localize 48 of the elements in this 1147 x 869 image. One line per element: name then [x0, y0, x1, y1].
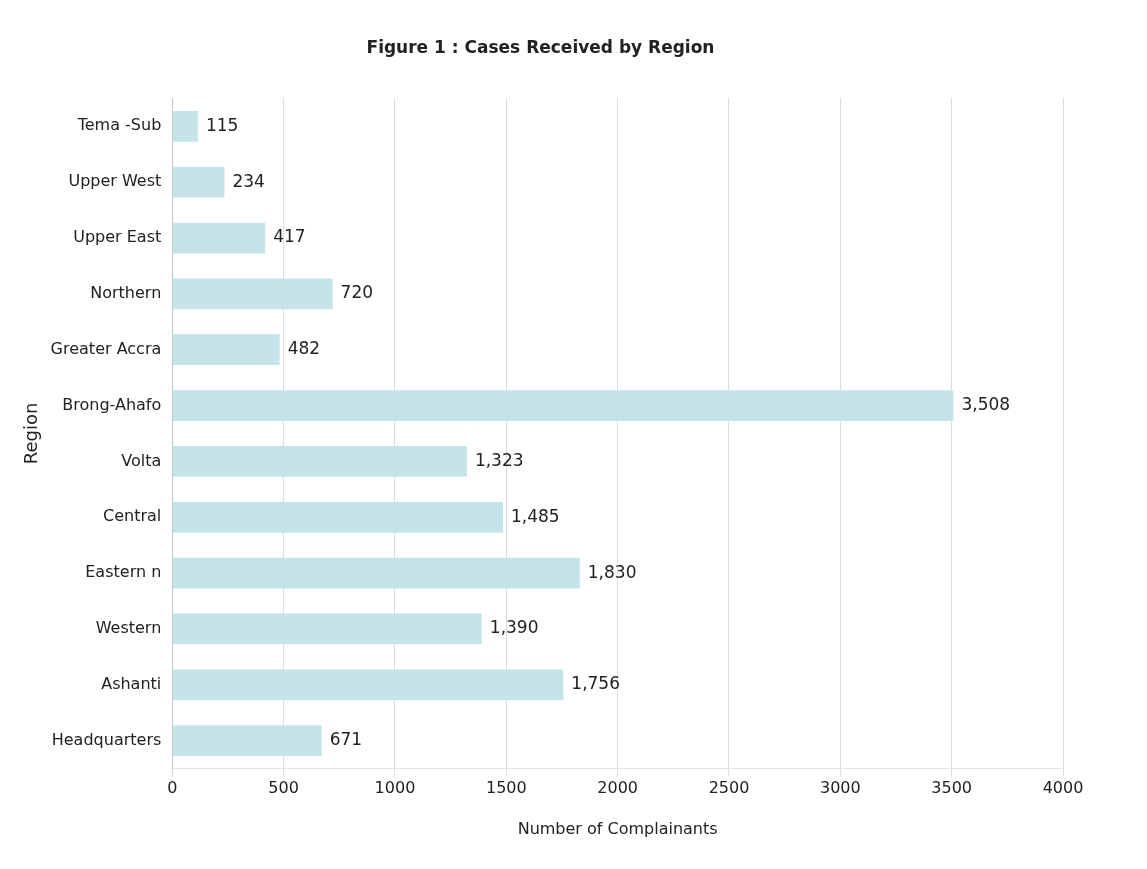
y-tick-label: Greater Accra [50, 338, 162, 358]
y-tick-label: Volta [121, 450, 162, 470]
bar [172, 557, 580, 589]
data-label: 1,485 [510, 505, 560, 526]
bar [172, 446, 467, 477]
data-label: 1,390 [489, 617, 539, 638]
x-tick-label: 500 [268, 778, 299, 798]
bar [172, 222, 266, 254]
x-tick-label: 1500 [485, 778, 527, 798]
bar [172, 501, 503, 533]
data-label: 1,756 [571, 673, 620, 694]
y-axis-title: Region [20, 402, 42, 465]
x-tick-label: 4000 [1042, 778, 1084, 798]
y-tick-label: Upper West [68, 171, 162, 191]
y-tick-label: Central [103, 506, 162, 526]
x-tick-label: 2500 [708, 778, 750, 798]
y-tick-label: Northern [90, 283, 162, 303]
data-label: 115 [205, 114, 239, 135]
data-label: 671 [329, 729, 363, 750]
bar [172, 166, 225, 198]
x-tick-label: 2000 [597, 778, 639, 798]
data-label: 482 [287, 338, 321, 359]
x-axis-title: Number of Complainants [517, 818, 718, 838]
x-tick-label: 3000 [819, 778, 861, 798]
bar [172, 613, 482, 645]
data-label: 234 [232, 170, 265, 191]
data-label: 3,508 [961, 394, 1011, 414]
chart-title: Figure 1 : Cases Received by Region [366, 36, 715, 57]
bar [172, 110, 198, 142]
y-tick-label: Brong-Ahafo [62, 394, 162, 414]
bar [172, 725, 322, 757]
y-tick-label: Eastern n [85, 562, 162, 582]
x-tick-label: 0 [167, 778, 178, 798]
data-label: 720 [340, 282, 374, 303]
bar [172, 669, 564, 701]
bar [172, 278, 333, 310]
y-tick-label: Upper East [73, 227, 162, 247]
data-label: 417 [273, 226, 306, 247]
data-label: 1,323 [474, 449, 524, 470]
x-tick-label: 1000 [374, 778, 416, 798]
bar [172, 334, 280, 366]
data-label: 1,830 [587, 561, 637, 582]
y-tick-label: Tema -Sub [76, 115, 162, 135]
y-tick-label: Western [95, 618, 162, 638]
x-tick-label: 3500 [931, 778, 973, 798]
bar [172, 390, 954, 421]
y-tick-label: Headquarters [51, 729, 162, 749]
y-tick-label: Ashanti [101, 673, 162, 693]
